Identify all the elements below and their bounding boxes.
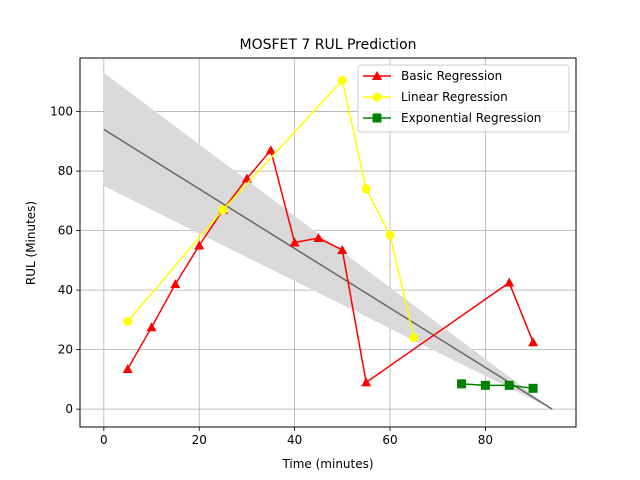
exponential-regression-point: [480, 380, 490, 390]
linear-regression-point: [409, 333, 419, 343]
legend-linear-regression-marker: [372, 92, 382, 102]
linear-regression-point: [218, 205, 228, 215]
reference-line: [103, 128, 553, 410]
legend-exponential-regression-marker: [372, 113, 382, 123]
legend-box: [357, 64, 570, 133]
linear-regression-point: [123, 316, 133, 326]
basic-regression-point: [528, 337, 539, 347]
basic-regression-point: [122, 363, 133, 373]
basic-regression-point: [313, 233, 324, 243]
y-tick-label: 20: [58, 343, 73, 357]
y-tick-label: 60: [58, 224, 73, 238]
y-axis-label: RUL (Minutes): [24, 201, 38, 285]
y-tick-label: 80: [58, 164, 73, 178]
exponential-regression-point: [528, 383, 538, 393]
confidence-band: [103, 72, 553, 410]
x-tick-label: 0: [100, 433, 108, 447]
x-tick-label: 80: [478, 433, 493, 447]
legend: Basic Regression Linear Regression Exponen…: [357, 64, 570, 133]
basic-regression-point: [361, 377, 372, 387]
axes-frame: [79, 57, 577, 428]
plot-area: 0 20 40 60 80 0 20 40 60 80 100: [50, 57, 577, 447]
legend-basic-regression-label: Basic Regression: [401, 69, 502, 83]
exponential-regression-point: [504, 380, 514, 390]
linear-regression-point: [385, 230, 395, 240]
chart-title: MOSFET 7 RUL Prediction: [239, 37, 416, 53]
exponential-regression-point: [457, 379, 467, 389]
basic-regression-point: [337, 244, 348, 254]
basic-regression-point: [194, 240, 205, 250]
y-tick-label: 0: [65, 402, 73, 416]
legend-linear-regression-label: Linear Regression: [401, 90, 508, 104]
exponential-regression-line: [461, 383, 534, 390]
linear-regression-line: [127, 78, 415, 338]
linear-regression-point: [337, 75, 347, 85]
basic-regression-point: [289, 237, 300, 247]
x-tick-label: 20: [192, 433, 207, 447]
linear-regression-point: [361, 184, 371, 194]
x-tick-label: 60: [382, 433, 397, 447]
x-tick-label: 40: [287, 433, 302, 447]
basic-regression-point: [146, 322, 157, 332]
basic-regression-point: [265, 145, 276, 155]
y-tick-label: 100: [50, 105, 73, 119]
x-axis-label: Time (minutes): [281, 457, 373, 471]
legend-basic-regression-marker: [372, 71, 382, 80]
y-tick-label: 40: [58, 283, 73, 297]
basic-regression-point: [170, 279, 181, 289]
legend-exponential-regression-label: Exponential Regression: [401, 111, 541, 125]
basic-regression-point: [504, 277, 515, 287]
